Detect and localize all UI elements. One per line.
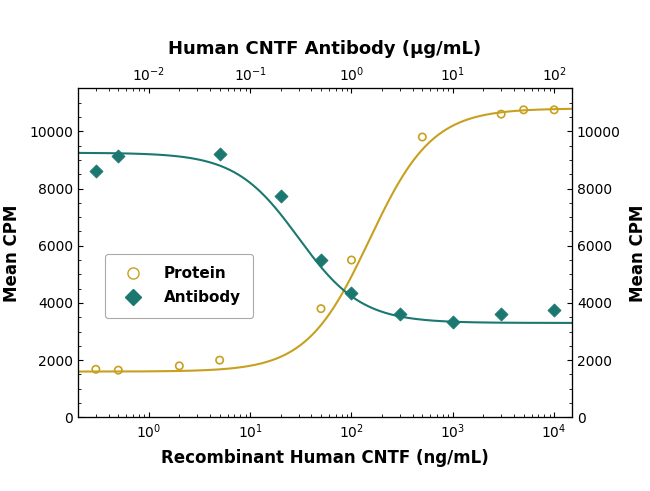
Point <box>113 152 124 160</box>
Point <box>549 306 560 314</box>
Point <box>496 110 506 118</box>
Point <box>346 256 357 264</box>
Point <box>316 256 326 264</box>
Point <box>448 318 458 326</box>
Point <box>113 366 124 374</box>
Point <box>90 365 101 373</box>
Point <box>496 310 506 318</box>
Point <box>214 150 225 158</box>
Point <box>346 289 357 297</box>
Y-axis label: Mean CPM: Mean CPM <box>3 204 21 301</box>
Point <box>214 356 225 364</box>
Y-axis label: Mean CPM: Mean CPM <box>629 204 647 301</box>
Point <box>549 106 560 114</box>
Point <box>174 362 185 370</box>
Point <box>90 167 101 175</box>
Point <box>276 191 286 199</box>
Legend: Protein, Antibody: Protein, Antibody <box>105 254 253 318</box>
Point <box>519 106 529 114</box>
X-axis label: Human CNTF Antibody (μg/mL): Human CNTF Antibody (μg/mL) <box>168 40 482 58</box>
Point <box>417 133 428 141</box>
X-axis label: Recombinant Human CNTF (ng/mL): Recombinant Human CNTF (ng/mL) <box>161 449 489 467</box>
Point <box>316 305 326 313</box>
Point <box>395 310 405 318</box>
